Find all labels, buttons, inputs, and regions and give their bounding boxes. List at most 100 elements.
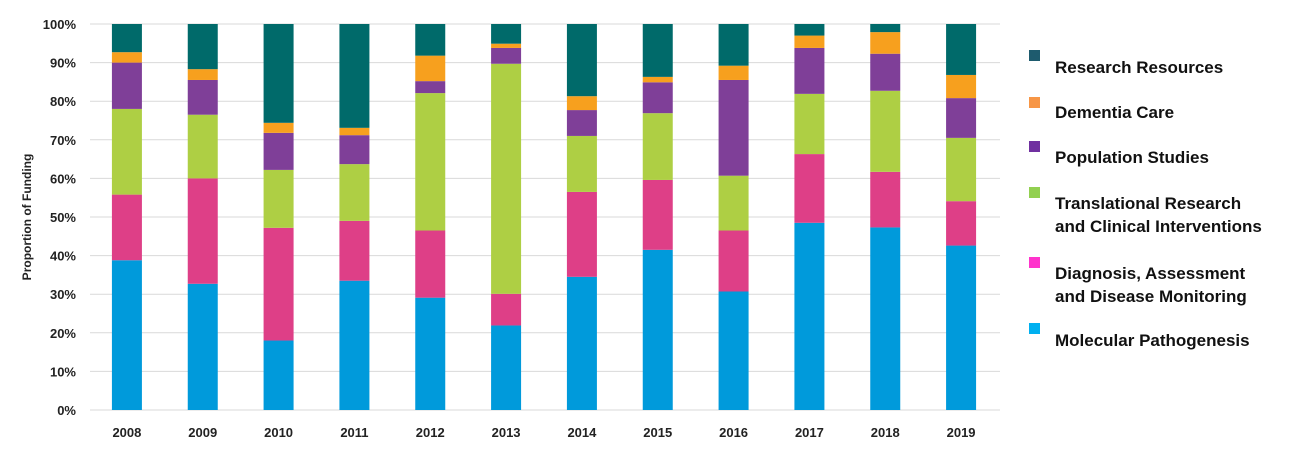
bar-stack-2011 — [339, 24, 370, 410]
legend-label: Population Studies — [1055, 148, 1209, 167]
bar-segment-molecular-pathogenesis — [946, 245, 977, 410]
bar-segment-population-studies — [946, 98, 977, 138]
x-tick-label: 2013 — [492, 425, 521, 440]
bar-segment-dementia-care — [642, 76, 673, 83]
bar-segment-diagnosis-assessment-and-disease-monitoring — [870, 171, 901, 228]
legend-item-population-studies: Population Studies — [1025, 141, 1295, 187]
bar-segment-translational-research-and-clinical-interventions — [566, 135, 597, 192]
bar-segment-molecular-pathogenesis — [566, 276, 597, 410]
bar-segment-molecular-pathogenesis — [263, 340, 294, 410]
bar-segment-population-studies — [491, 47, 522, 64]
bar-segment-research-resources — [794, 24, 825, 36]
y-tick-label: 20% — [50, 326, 76, 341]
bar-stack-2016 — [718, 24, 749, 410]
bar-segment-translational-research-and-clinical-interventions — [718, 175, 749, 231]
legend-label: Molecular Pathogenesis — [1055, 331, 1250, 350]
y-tick-label: 100% — [43, 17, 77, 32]
bar-stack-2015 — [642, 24, 673, 410]
x-tick-label: 2015 — [643, 425, 672, 440]
x-tick-label: 2009 — [188, 425, 217, 440]
y-tick-label: 30% — [50, 287, 76, 302]
bar-segment-dementia-care — [187, 69, 218, 80]
legend-item-translational-research: Translational Research and Clinical Inte… — [1025, 187, 1295, 257]
bar-segment-diagnosis-assessment-and-disease-monitoring — [642, 179, 673, 250]
bar-segment-diagnosis-assessment-and-disease-monitoring — [111, 194, 142, 261]
legend-item-research-resources: Research Resources — [1025, 50, 1295, 96]
legend-item-diagnosis-assessment: Diagnosis, Assessment and Disease Monito… — [1025, 257, 1295, 323]
bar-segment-translational-research-and-clinical-interventions — [491, 63, 522, 294]
bar-stack-2018 — [870, 24, 901, 410]
bar-segment-translational-research-and-clinical-interventions — [870, 90, 901, 172]
bar-segment-molecular-pathogenesis — [339, 280, 370, 410]
x-tick-label: 2010 — [264, 425, 293, 440]
bar-segment-research-resources — [263, 24, 294, 123]
bar-segment-diagnosis-assessment-and-disease-monitoring — [794, 154, 825, 223]
bar-segment-research-resources — [642, 24, 673, 77]
bar-segment-molecular-pathogenesis — [870, 227, 901, 410]
y-tick-label: 10% — [50, 364, 76, 379]
legend-swatch — [1029, 50, 1040, 61]
y-tick-label: 50% — [50, 210, 76, 225]
bar-segment-dementia-care — [870, 32, 901, 54]
bar-segment-diagnosis-assessment-and-disease-monitoring — [187, 178, 218, 284]
bar-segment-dementia-care — [794, 35, 825, 48]
bar-segment-diagnosis-assessment-and-disease-monitoring — [718, 230, 749, 292]
y-tick-label: 80% — [50, 94, 76, 109]
bar-segment-population-studies — [566, 110, 597, 136]
bar-segment-translational-research-and-clinical-interventions — [415, 93, 446, 231]
bar-segment-dementia-care — [566, 96, 597, 111]
legend-item-dementia-care: Dementia Care — [1025, 96, 1295, 141]
y-axis-label: Proportion of Funding — [20, 154, 34, 281]
legend-swatch — [1029, 187, 1040, 198]
bar-segment-population-studies — [263, 132, 294, 170]
bar-segment-diagnosis-assessment-and-disease-monitoring — [415, 230, 446, 298]
bar-segment-translational-research-and-clinical-interventions — [339, 164, 370, 221]
x-tick-label: 2016 — [719, 425, 748, 440]
bar-segment-population-studies — [870, 53, 901, 91]
stacked-bar-chart: 0%10%20%30%40%50%60%70%80%90%100% 2008 20… — [20, 17, 1000, 440]
x-tick-label: 2008 — [112, 425, 141, 440]
legend-label: Diagnosis, Assessment and Disease Monito… — [1055, 264, 1247, 306]
bar-segment-population-studies — [187, 79, 218, 115]
x-tick-label: 2019 — [947, 425, 976, 440]
legend-item-molecular-pathogenesis: Molecular Pathogenesis — [1025, 323, 1295, 363]
y-tick-label: 70% — [50, 133, 76, 148]
bar-segment-diagnosis-assessment-and-disease-monitoring — [491, 293, 522, 326]
bar-segment-population-studies — [339, 135, 370, 165]
legend-label: Research Resources — [1055, 58, 1224, 77]
bar-segment-research-resources — [111, 24, 142, 53]
bar-segment-molecular-pathogenesis — [111, 260, 142, 410]
x-tick-label: 2012 — [416, 425, 445, 440]
bar-segment-research-resources — [187, 24, 218, 70]
bar-segment-dementia-care — [415, 55, 446, 82]
bar-segment-population-studies — [718, 79, 749, 176]
bar-segment-population-studies — [642, 82, 673, 114]
bar-segment-diagnosis-assessment-and-disease-monitoring — [339, 220, 370, 281]
bar-stack-2008 — [111, 24, 142, 410]
bar-segment-dementia-care — [946, 74, 977, 99]
legend-swatch — [1029, 141, 1040, 152]
legend: Research Resources Dementia Care Populat… — [1025, 50, 1295, 363]
bar-stack-2019 — [946, 24, 977, 410]
bar-segment-research-resources — [339, 24, 370, 128]
x-tick-label: 2017 — [795, 425, 824, 440]
bar-segment-diagnosis-assessment-and-disease-monitoring — [263, 227, 294, 341]
bar-segment-translational-research-and-clinical-interventions — [946, 137, 977, 202]
y-tick-label: 90% — [50, 56, 76, 71]
bar-segment-translational-research-and-clinical-interventions — [111, 108, 142, 195]
bar-segment-diagnosis-assessment-and-disease-monitoring — [566, 191, 597, 277]
bar-segment-dementia-care — [339, 127, 370, 136]
bar-segment-population-studies — [111, 62, 142, 109]
bar-segment-molecular-pathogenesis — [491, 325, 522, 410]
y-tick-label: 60% — [50, 171, 76, 186]
x-axis-ticks: 2008 2009 2010 2011 2012 2013 2014 2015 2016 2017… — [112, 425, 975, 440]
bar-segment-research-resources — [946, 24, 977, 75]
bar-segment-dementia-care — [718, 65, 749, 80]
bar-segment-dementia-care — [111, 52, 142, 63]
y-tick-label: 0% — [57, 403, 76, 418]
bar-segment-research-resources — [566, 24, 597, 97]
bar-segment-molecular-pathogenesis — [642, 249, 673, 410]
gridlines — [90, 23, 1000, 411]
legend-swatch — [1029, 323, 1040, 334]
bar-segment-population-studies — [415, 81, 446, 94]
